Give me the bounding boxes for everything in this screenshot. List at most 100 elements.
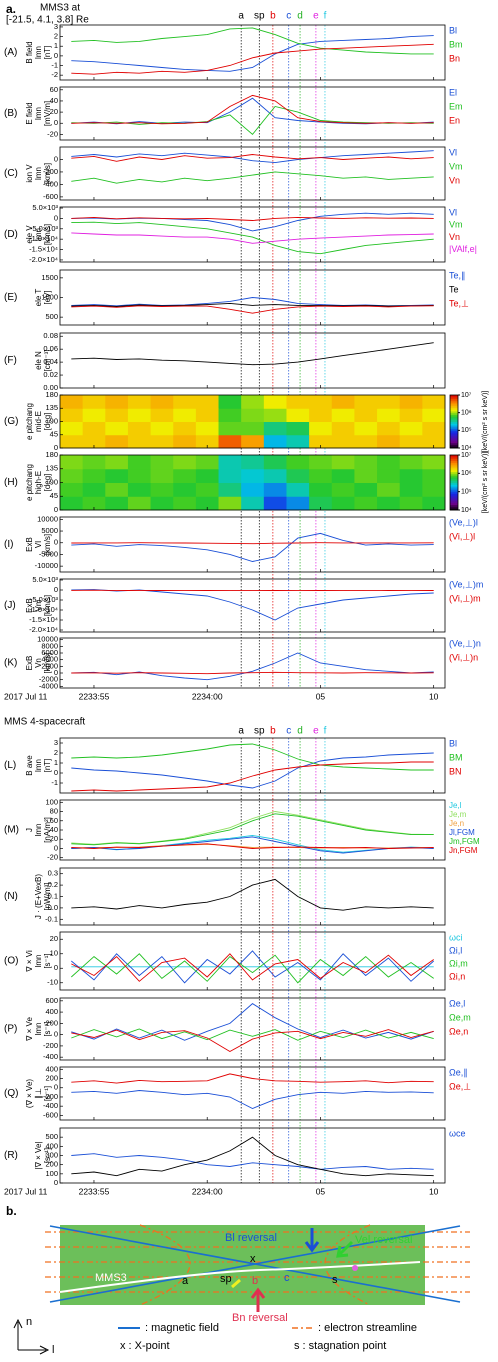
y-tick-label: 60	[50, 816, 58, 825]
y-tick-label: 0	[54, 154, 58, 163]
panel-frame	[60, 738, 445, 793]
y-axis-label: ∇ × Vi	[25, 950, 34, 973]
colorbar-tick-label: 10⁴	[461, 445, 472, 452]
panel-label: (I)	[4, 539, 13, 550]
y-tick-label: 45	[50, 430, 58, 439]
heatmap-cell	[219, 496, 242, 510]
heatmap-cell	[354, 408, 377, 422]
y-tick-label: 0	[54, 505, 58, 514]
panel-label: (H)	[4, 477, 18, 488]
colorbar-tick-label: 10⁶	[461, 410, 472, 417]
y-axis-label: J · (E+VexB)	[34, 874, 43, 919]
y-tick-label: -1	[51, 61, 58, 70]
y-tick-label: -600	[43, 192, 58, 201]
series-line	[71, 762, 433, 791]
panel-label: (N)	[4, 891, 18, 902]
panel-frame	[60, 517, 445, 572]
heatmap-cell	[219, 435, 242, 449]
y-tick-label: 0.06	[43, 344, 58, 353]
y-tick-label: 0.02	[43, 370, 58, 379]
panel-label: (Q)	[4, 1088, 18, 1099]
event-label: f	[324, 11, 327, 22]
heatmap-cell	[128, 483, 151, 497]
y-tick-label: 10000	[37, 635, 58, 644]
y-tick-label: 0	[54, 585, 58, 594]
legend-label: En	[449, 115, 460, 125]
y-tick-label: 0.1	[48, 891, 58, 900]
legend-label: |VAlf,e|	[449, 244, 477, 254]
heatmap-cell	[219, 469, 242, 483]
heatmap-cell	[309, 395, 332, 409]
heatmap-cell	[60, 496, 83, 510]
y-tick-label: -1.5×10⁴	[29, 615, 58, 624]
y-tick-label: 40	[50, 96, 58, 105]
annotation: Vel reversal	[355, 1234, 412, 1246]
legend-label: Vm	[449, 161, 463, 171]
y-tick-label: 0	[54, 538, 58, 547]
y-axis-label: ele N	[34, 351, 43, 370]
colorbar-tick-label: 10⁷	[461, 452, 472, 459]
y-tick-label: -200	[43, 1041, 58, 1050]
legend-label: Je,l	[449, 801, 462, 810]
legend-label: Vm	[449, 220, 463, 230]
heatmap-cell	[422, 408, 445, 422]
panel-frame	[60, 1128, 445, 1183]
legend-label: Bm	[449, 39, 463, 49]
heatmap-cell	[60, 435, 83, 449]
legend-label: Jn,FGM	[449, 846, 478, 855]
y-tick-label: 0	[54, 118, 58, 127]
x-tick-label: 2234:00	[192, 1186, 223, 1196]
heatmap-cell	[60, 395, 83, 409]
event-label: c	[286, 11, 291, 22]
heatmap-cell	[286, 435, 309, 449]
heatmap-cell	[332, 422, 355, 436]
legend-label: Jl,FGM	[449, 828, 475, 837]
axis-label: l	[52, 1344, 54, 1356]
annotation: Bl reversal	[225, 1232, 277, 1244]
series-line	[71, 543, 433, 544]
legend-label: Bn	[449, 53, 460, 63]
x-tick-label: 05	[316, 1186, 326, 1196]
heatmap-cell	[286, 469, 309, 483]
y-tick-label: -2.0×10⁴	[29, 255, 58, 264]
y-tick-label: -20	[47, 853, 58, 862]
y-tick-label: -2	[51, 70, 58, 79]
y-tick-label: 3	[54, 22, 58, 31]
event-label: b	[270, 726, 276, 737]
y-tick-label: -2.0×10⁴	[29, 625, 58, 634]
y-tick-label: 200	[45, 1018, 58, 1027]
legend-label: (Ve,⊥)l	[449, 517, 478, 527]
heatmap-cell	[332, 408, 355, 422]
heatmap-cell	[196, 483, 219, 497]
heatmap-cell	[105, 408, 128, 422]
series-line	[71, 298, 433, 306]
x-tick-label: 2233:55	[79, 691, 110, 701]
y-axis-label: lmn	[34, 824, 43, 837]
y-tick-label: 300	[45, 1150, 58, 1159]
y-tick-label: 3	[54, 738, 58, 747]
y-tick-label: 5.0×10³	[32, 575, 58, 584]
series-line	[71, 222, 433, 254]
legend-label: (Vi,⊥)n	[449, 652, 478, 662]
y-tick-label: 0	[54, 963, 58, 972]
heatmap-cell	[219, 395, 242, 409]
event-label: sp	[254, 11, 265, 22]
heatmap-cell	[377, 422, 400, 436]
heatmap-cell	[173, 469, 196, 483]
series-line	[71, 812, 433, 845]
panel-label: (E)	[4, 292, 17, 303]
heatmap-cell	[264, 435, 287, 449]
series-line	[71, 172, 433, 183]
heatmap-cell	[377, 408, 400, 422]
legend-label: : electron streamline	[318, 1322, 417, 1334]
series-line	[71, 107, 433, 135]
heatmap-cell	[83, 395, 106, 409]
y-axis-label: B ave	[25, 755, 34, 776]
legend-label: Ωe,l	[449, 998, 465, 1008]
heatmap-cell	[286, 483, 309, 497]
y-tick-label: 20	[50, 834, 58, 843]
heatmap-cell	[264, 395, 287, 409]
y-tick-label: -400	[43, 179, 58, 188]
legend-label: Te,∥	[449, 270, 466, 280]
heatmap-cell	[241, 455, 264, 469]
